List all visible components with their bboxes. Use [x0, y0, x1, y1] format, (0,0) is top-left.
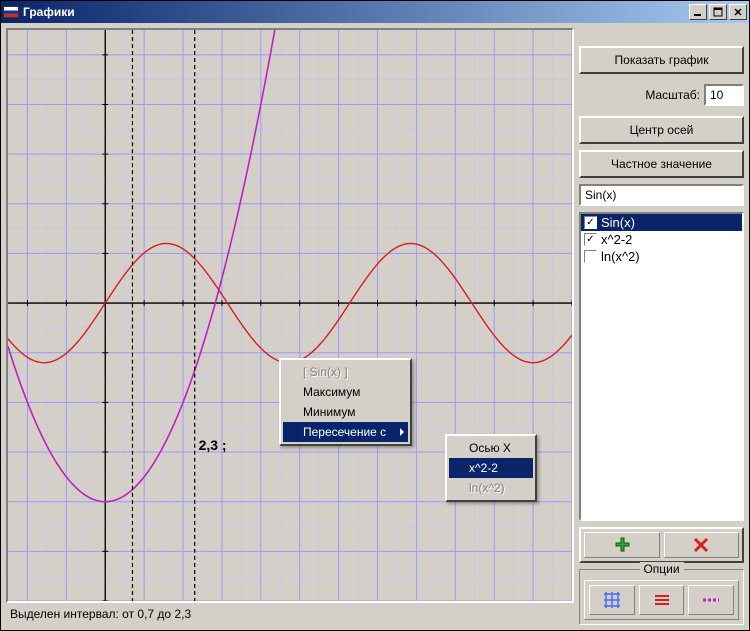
sidebar: Показать график Масштаб: Центр осей Част…	[579, 28, 744, 625]
context-menu[interactable]: [ Sin(x) ]МаксимумМинимумПересечение с	[279, 358, 412, 446]
function-list-item[interactable]: ✓ Sin(x)	[581, 214, 742, 231]
menu-item: [ Sin(x) ]	[283, 362, 408, 382]
app-window: Графики 2,3 ; Выделен интервал: от 0,7 д…	[0, 0, 750, 631]
function-checkbox[interactable]: ✓	[584, 216, 597, 229]
submenu-arrow-icon	[400, 428, 404, 436]
function-label: ln(x^2)	[601, 249, 640, 264]
titlebar[interactable]: Графики	[1, 1, 749, 23]
function-list-item[interactable]: ✓ x^2-2	[581, 231, 742, 248]
show-plot-button[interactable]: Показать график	[579, 46, 744, 74]
menu-item[interactable]: x^2-2	[449, 458, 533, 478]
maximize-button[interactable]	[709, 4, 727, 20]
flag-icon	[3, 6, 19, 18]
plot-area[interactable]: 2,3 ;	[6, 28, 574, 603]
menu-item[interactable]: Осью X	[449, 438, 533, 458]
delete-function-button[interactable]	[664, 532, 740, 558]
function-list-item[interactable]: ln(x^2)	[581, 248, 742, 265]
statusbar: Выделен интервал: от 0,7 до 2,3	[6, 603, 574, 625]
window-title: Графики	[23, 5, 75, 19]
scale-label: Масштаб:	[645, 88, 700, 102]
cursor-coord-label: 2,3 ;	[199, 437, 227, 453]
menu-item[interactable]: Минимум	[283, 402, 408, 422]
minimize-button[interactable]	[689, 4, 707, 20]
list-toolbar	[579, 527, 744, 563]
center-axes-button[interactable]: Центр осей	[579, 116, 744, 144]
formula-input[interactable]	[579, 184, 744, 206]
add-function-button[interactable]	[584, 532, 660, 558]
options-legend: Опции	[639, 562, 683, 576]
close-button[interactable]	[729, 4, 747, 20]
function-checkbox[interactable]	[584, 250, 597, 263]
menu-item[interactable]: Пересечение с	[283, 422, 408, 442]
function-label: x^2-2	[601, 232, 632, 247]
menu-item: ln(x^2)	[449, 478, 533, 498]
custom-value-button[interactable]: Частное значение	[579, 150, 744, 178]
scale-input[interactable]	[704, 84, 744, 106]
menu-item[interactable]: Максимум	[283, 382, 408, 402]
function-list[interactable]: ✓ Sin(x) ✓ x^2-2 ln(x^2)	[579, 212, 744, 521]
context-submenu[interactable]: Осью Xx^2-2ln(x^2)	[445, 434, 537, 502]
line-style-solid-button[interactable]	[639, 585, 685, 615]
line-style-dash-button[interactable]	[688, 585, 734, 615]
toggle-grid-button[interactable]	[589, 585, 635, 615]
function-label: Sin(x)	[601, 215, 635, 230]
options-group: Опции	[579, 569, 744, 625]
function-checkbox[interactable]: ✓	[584, 233, 597, 246]
status-text: Выделен интервал: от 0,7 до 2,3	[10, 607, 191, 621]
